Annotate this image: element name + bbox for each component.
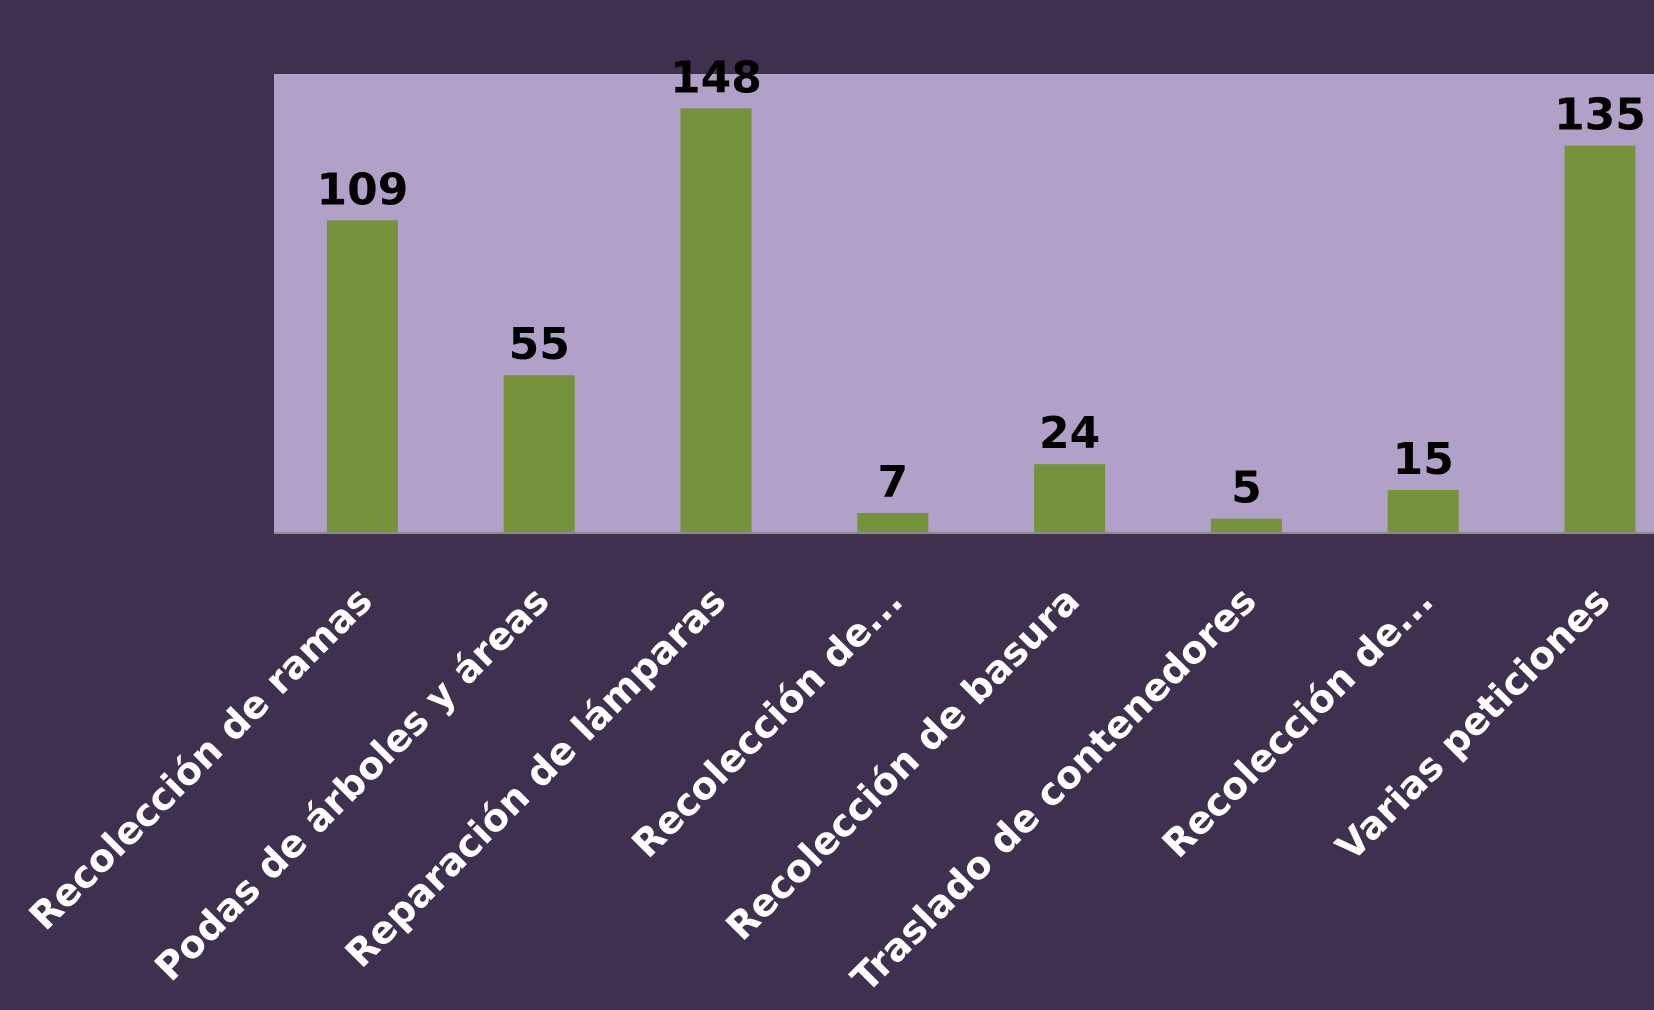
bar <box>857 512 929 533</box>
bar <box>326 220 398 533</box>
bar <box>1210 518 1282 533</box>
data-label: 148 <box>670 52 762 103</box>
data-label: 135 <box>1554 90 1646 141</box>
data-label: 24 <box>1039 408 1100 459</box>
bar <box>1034 464 1106 533</box>
bar <box>1564 145 1636 533</box>
bar <box>1387 489 1459 533</box>
data-label: 5 <box>1231 463 1262 514</box>
bar <box>680 108 752 534</box>
data-label: 109 <box>316 164 408 215</box>
data-label: 55 <box>509 319 570 370</box>
data-label: 7 <box>877 457 908 508</box>
data-label: 15 <box>1393 434 1454 485</box>
bar <box>503 375 575 533</box>
